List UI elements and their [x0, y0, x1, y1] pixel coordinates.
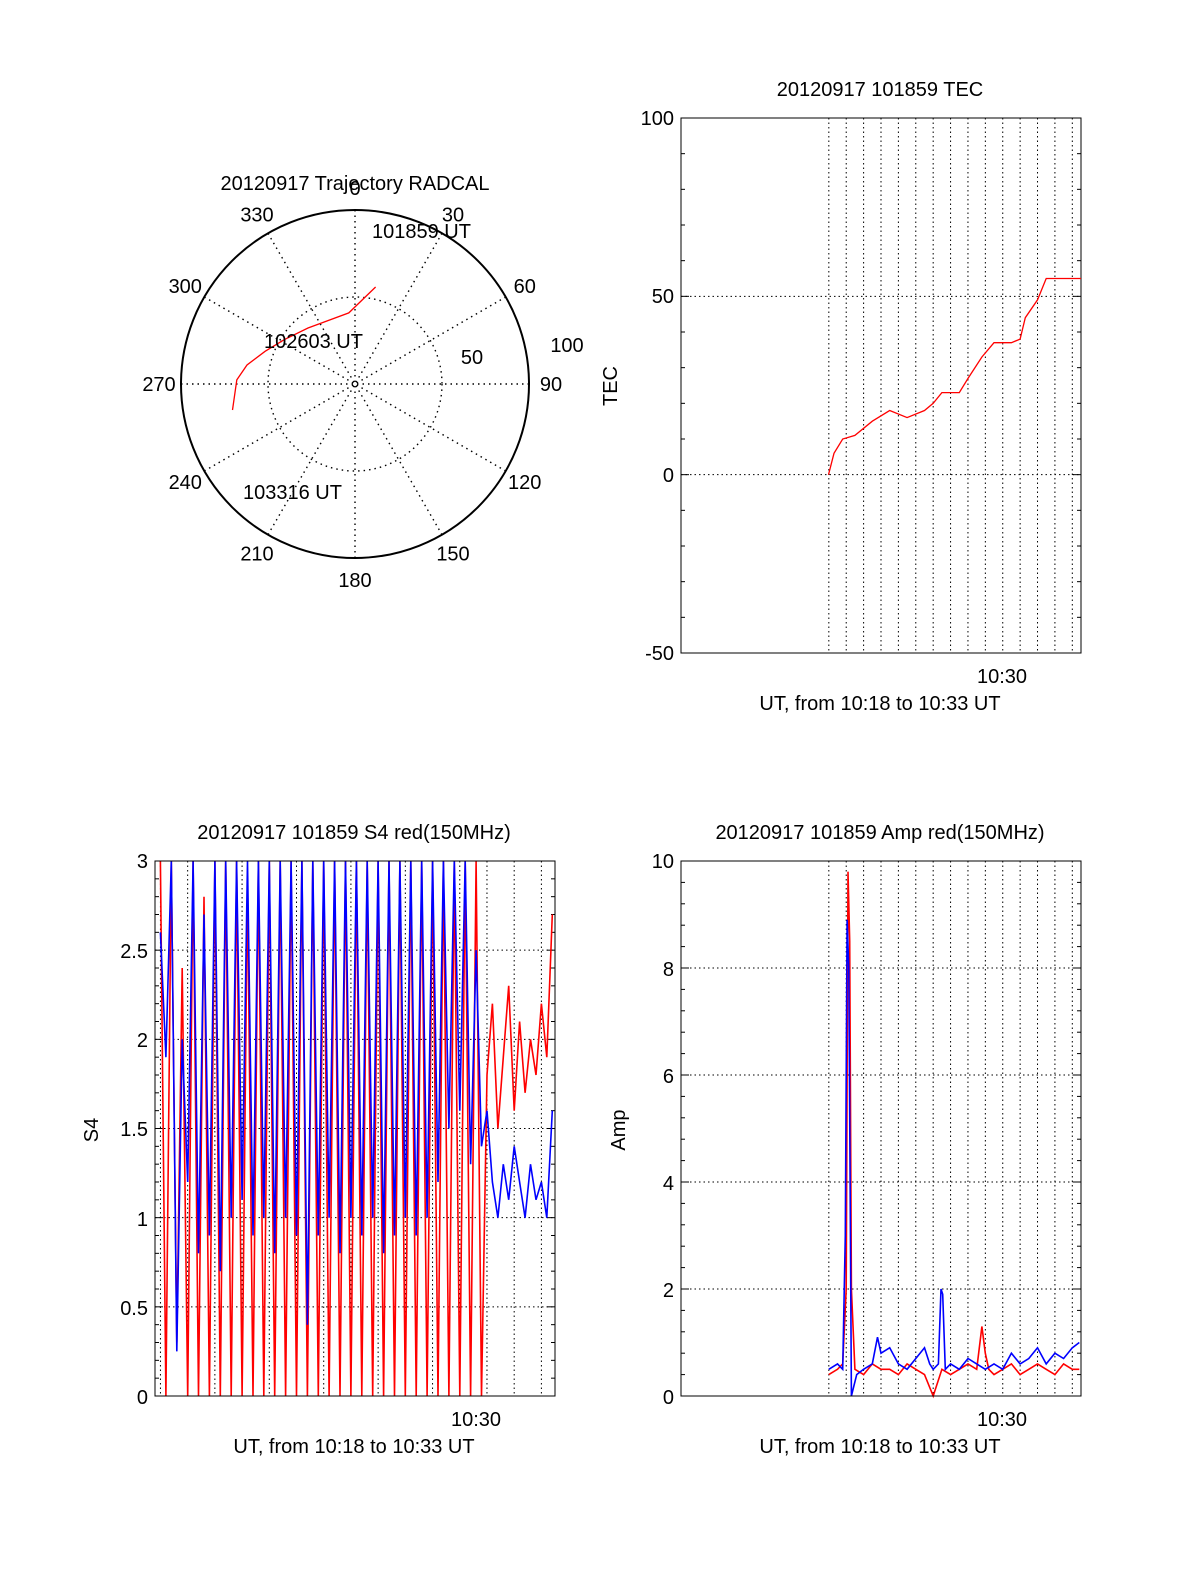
polar-grid-spoke: [203, 296, 507, 472]
amp-plot-frame: [680, 860, 1082, 1397]
tec-plot-frame: [680, 117, 1082, 654]
polar-angle-labels: 0 30 60 90 120 150 180 210 240 270 300 330: [142, 178, 562, 592]
s4-ytick-label: 2: [137, 1030, 148, 1052]
s4-ytick-label: 0: [137, 1387, 148, 1409]
amp-series-blue: [828, 919, 1080, 1397]
s4-ytick-label: 1.5: [120, 1119, 148, 1141]
tec-ytick-label: 0: [663, 465, 674, 487]
polar-outer-ring: [180, 209, 530, 559]
tec-grid: [681, 118, 1081, 653]
s4-plot-frame: [154, 860, 556, 1397]
s4-y-tick-labels: 0 0.5 1 1.5 2 2.5 3: [120, 851, 148, 1409]
s4-y-axis-label: S4: [81, 1118, 103, 1142]
tec-y-axis-label: TEC: [600, 366, 622, 406]
polar-trajectory-line: [231, 286, 377, 411]
tec-ytick-label: -50: [645, 643, 674, 665]
panel-tec: 20120917 101859 TEC -50 0 50 100 TEC 10:…: [600, 79, 1082, 715]
tec-ytick-label: 100: [641, 108, 674, 130]
amp-grid: [681, 861, 1081, 1396]
polar-grid-circle: [267, 296, 443, 472]
amp-ytick-label: 10: [652, 851, 674, 873]
panel-amp: 20120917 101859 Amp red(150MHz) 0 2 4 6 …: [608, 822, 1082, 1458]
polar-angle-label: 300: [169, 276, 202, 298]
s4-x-axis-label: UT, from 10:18 to 10:33 UT: [233, 1436, 474, 1458]
amp-series-red: [828, 871, 1080, 1399]
polar-grid: [181, 210, 529, 558]
tec-title: 20120917 101859 TEC: [777, 79, 983, 101]
s4-ytick-label: 2.5: [120, 941, 148, 963]
s4-x-tick-label: 10:30: [451, 1409, 501, 1431]
amp-x-tick-label: 10:30: [977, 1409, 1027, 1431]
s4-minor-ticks: [155, 860, 555, 1397]
polar-angle-label: 240: [169, 472, 202, 494]
polar-angle-label: 210: [240, 544, 273, 566]
amp-title: 20120917 101859 Amp red(150MHz): [715, 822, 1044, 844]
s4-ytick-label: 1: [137, 1209, 148, 1231]
polar-angle-label: 60: [514, 276, 536, 298]
polar-angle-label: 30: [442, 204, 464, 226]
tec-x-tick-label: 10:30: [977, 666, 1027, 688]
polar-angle-label: 180: [338, 570, 371, 592]
polar-radius-label-100: 100: [550, 335, 583, 357]
amp-y-axis-label: Amp: [608, 1109, 630, 1150]
amp-y-tick-labels: 0 2 4 6 8 10: [652, 851, 674, 1409]
amp-ytick-label: 8: [663, 959, 674, 981]
amp-ytick-label: 0: [663, 1387, 674, 1409]
amp-ytick-label: 2: [663, 1280, 674, 1302]
amp-ytick-label: 4: [663, 1173, 674, 1195]
polar-radius-label-50: 50: [461, 347, 483, 369]
polar-annotation-end: 103316 UT: [243, 482, 342, 504]
amp-minor-ticks: [681, 860, 1081, 1397]
s4-ytick-label: 3: [137, 851, 148, 873]
polar-angle-label: 0: [349, 178, 360, 200]
polar-annotation-middle: 102603 UT: [264, 331, 363, 353]
tec-ytick-label: 50: [652, 286, 674, 308]
amp-x-axis-label: UT, from 10:18 to 10:33 UT: [759, 1436, 1000, 1458]
polar-angle-label: 120: [508, 472, 541, 494]
amp-ytick-label: 6: [663, 1066, 674, 1088]
polar-grid-spoke: [203, 296, 507, 472]
polar-angle-label: 330: [240, 204, 273, 226]
tec-x-axis-label: UT, from 10:18 to 10:33 UT: [759, 693, 1000, 715]
tec-y-tick-labels: -50 0 50 100: [641, 108, 674, 665]
polar-angle-label: 90: [540, 374, 562, 396]
s4-ytick-label: 0.5: [120, 1298, 148, 1320]
polar-angle-label: 270: [142, 374, 175, 396]
panel-polar: 20120917 Trajectory RADCAL 0 30 60 90 120 150…: [142, 173, 583, 592]
tec-series-line: [827, 277, 1081, 475]
polar-angle-label: 150: [436, 544, 469, 566]
panel-s4: 20120917 101859 S4 red(150MHz) 0 0.5 1 1…: [81, 822, 556, 1458]
s4-title: 20120917 101859 S4 red(150MHz): [197, 822, 511, 844]
polar-annotation-start: 101859 UT: [372, 221, 471, 243]
polar-title: 20120917 Trajectory RADCAL: [220, 173, 489, 195]
